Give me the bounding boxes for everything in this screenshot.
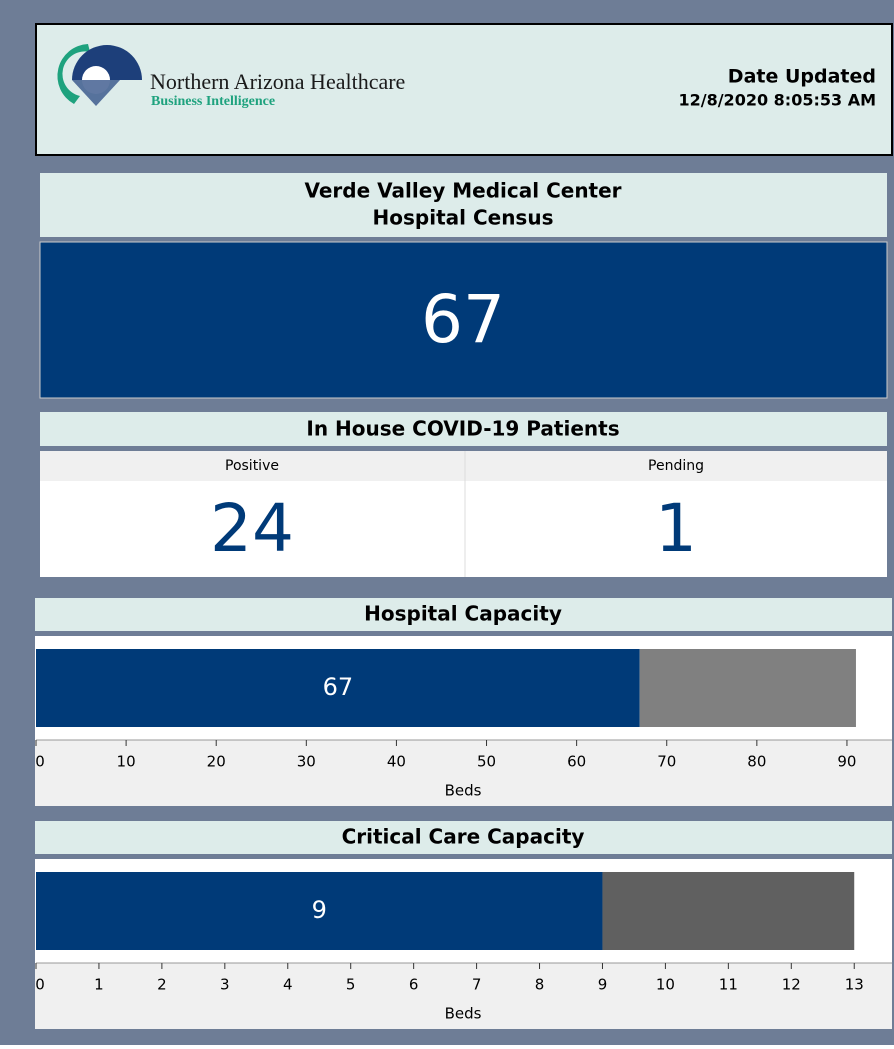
x-tick-label: 3	[220, 976, 230, 994]
x-tick-label: 11	[719, 976, 738, 994]
x-tick-label: 13	[845, 976, 864, 994]
chart-header	[35, 598, 892, 631]
logo	[57, 44, 142, 106]
bar-segment	[602, 872, 855, 950]
x-tick-label: 8	[535, 976, 545, 994]
covid-value: 1	[655, 490, 697, 567]
x-tick-label: 30	[297, 753, 316, 771]
covid-title: In House COVID-19 Patients	[306, 417, 619, 441]
x-tick-label: 6	[409, 976, 419, 994]
header	[35, 23, 893, 156]
x-tick-label: 7	[472, 976, 482, 994]
x-tick-label: 12	[782, 976, 801, 994]
x-tick-label: 40	[387, 753, 406, 771]
x-tick-label: 80	[747, 753, 766, 771]
census-subtitle: Hospital Census	[373, 206, 554, 230]
value-label: 9	[312, 896, 327, 924]
axis-area	[35, 963, 892, 1029]
x-tick-label: 10	[117, 753, 136, 771]
x-tick-label: 2	[157, 976, 167, 994]
chart-header	[35, 821, 892, 854]
x-tick-label: 0	[35, 753, 45, 771]
bar-segment	[36, 872, 603, 950]
x-tick-label: 10	[656, 976, 675, 994]
chart-title: Critical Care Capacity	[342, 825, 585, 849]
x-tick-label: 4	[283, 976, 293, 994]
x-tick-label: 20	[207, 753, 226, 771]
census-title: Verde Valley Medical Center	[304, 179, 621, 203]
org-unit: Business Intelligence	[151, 94, 275, 109]
chart-title: Hospital Capacity	[364, 602, 562, 626]
covid-table-head	[40, 451, 887, 481]
bar-segment	[36, 649, 640, 727]
x-axis-label: Beds	[445, 1005, 482, 1023]
bar-segment	[639, 649, 856, 727]
x-tick-label: 90	[837, 753, 856, 771]
covid-value: 24	[210, 490, 294, 567]
covid-header	[40, 412, 887, 446]
axis-area	[35, 740, 892, 806]
x-tick-label: 0	[35, 976, 45, 994]
x-tick-label: 50	[477, 753, 496, 771]
x-tick-label: 1	[94, 976, 104, 994]
x-tick-label: 9	[598, 976, 608, 994]
x-tick-label: 70	[657, 753, 676, 771]
column-header: Pending	[648, 458, 704, 474]
x-axis-label: Beds	[445, 782, 482, 800]
org-name: Northern Arizona Healthcare	[150, 69, 405, 94]
census-box	[39, 241, 888, 399]
x-tick-label: 60	[567, 753, 586, 771]
census-header	[40, 173, 887, 237]
census-value: 67	[421, 281, 505, 358]
value-label: 67	[323, 673, 354, 701]
date-label: Date Updated	[728, 66, 876, 88]
column-header: Positive	[225, 458, 279, 474]
x-tick-label: 5	[346, 976, 356, 994]
date: 12/8/2020 8:05:53 AM	[678, 91, 876, 110]
